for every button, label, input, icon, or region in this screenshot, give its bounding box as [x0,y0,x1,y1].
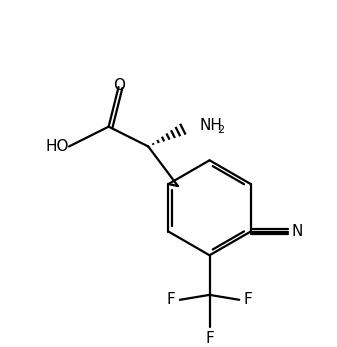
Text: F: F [244,292,252,307]
Text: F: F [166,292,175,307]
Text: N: N [292,224,303,239]
Text: HO: HO [45,139,69,154]
Text: NH: NH [200,118,222,133]
Text: O: O [114,78,125,93]
Text: F: F [205,331,214,346]
Text: 2: 2 [217,125,224,135]
